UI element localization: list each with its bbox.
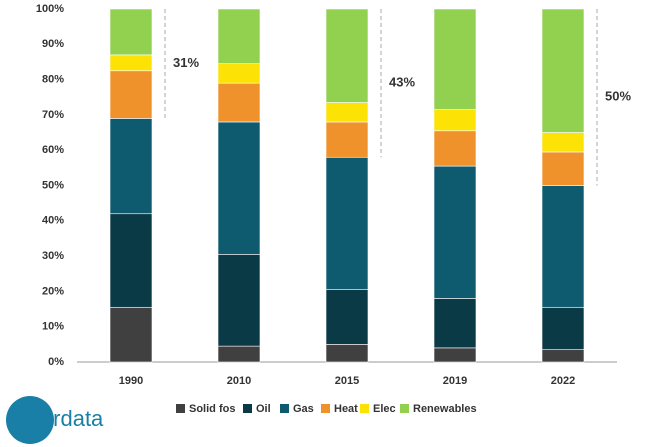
logo-badge <box>6 396 54 444</box>
legend-swatch <box>400 404 409 413</box>
bar-segment <box>109 118 153 215</box>
bar-segment <box>217 63 261 84</box>
x-tick-label: 2019 <box>443 375 467 387</box>
bar-segment <box>217 121 261 255</box>
bar-segment <box>541 132 585 153</box>
bar-segment <box>541 151 585 186</box>
legend-label: Renewables <box>413 403 477 415</box>
bar-segment <box>217 82 261 123</box>
bar-segment <box>109 306 153 363</box>
logo: Enerdata <box>14 406 104 431</box>
bar-segment <box>433 8 477 110</box>
y-tick-label: 40% <box>42 215 64 227</box>
bar-segment <box>217 345 261 363</box>
bar-segment <box>109 213 153 308</box>
legend-swatch <box>243 404 252 413</box>
y-tick-label: 90% <box>42 38 64 50</box>
bar-segment <box>541 349 585 363</box>
bar-segment <box>433 130 477 167</box>
x-tick-label: 2022 <box>551 375 575 387</box>
bar-segment <box>433 298 477 349</box>
bar-segment <box>325 289 369 345</box>
bar-segment <box>433 165 477 299</box>
y-tick-label: 30% <box>42 250 64 262</box>
legend-label: Oil <box>256 403 271 415</box>
annotation: 50% <box>605 89 631 104</box>
bar-segment <box>433 347 477 363</box>
bar-segment <box>217 8 261 65</box>
legend-swatch <box>280 404 289 413</box>
bar-segment <box>325 121 369 158</box>
bar-segment <box>325 156 369 290</box>
bar-segment <box>109 54 153 72</box>
bar-segment <box>541 8 585 133</box>
bar-segment <box>325 8 369 103</box>
bar-segment <box>433 109 477 132</box>
y-tick-label: 50% <box>42 179 64 191</box>
x-tick-label: 1990 <box>119 375 143 387</box>
legend-label: Gas <box>293 403 314 415</box>
y-tick-label: 0% <box>48 356 64 368</box>
y-tick-label: 10% <box>42 321 64 333</box>
y-tick-label: 100% <box>36 3 64 15</box>
legend-label: Heat <box>334 403 358 415</box>
bar-segment <box>541 185 585 308</box>
bar-segment <box>541 306 585 350</box>
bar-segment <box>325 344 369 363</box>
legend-swatch <box>360 404 369 413</box>
y-tick-label: 60% <box>42 144 64 156</box>
legend-label: Solid fos <box>189 403 235 415</box>
y-tick-label: 70% <box>42 109 64 121</box>
x-tick-label: 2010 <box>227 375 251 387</box>
legend-swatch <box>321 404 330 413</box>
bar-segment <box>109 70 153 119</box>
y-tick-label: 20% <box>42 285 64 297</box>
bar-segment <box>325 102 369 123</box>
annotation: 43% <box>389 75 415 90</box>
annotation: 31% <box>173 55 199 70</box>
x-tick-label: 2015 <box>335 375 359 387</box>
y-tick-label: 80% <box>42 74 64 86</box>
legend-label: Elec <box>373 403 396 415</box>
bar-segment <box>217 254 261 347</box>
bar-segment <box>109 8 153 56</box>
legend-swatch <box>176 404 185 413</box>
